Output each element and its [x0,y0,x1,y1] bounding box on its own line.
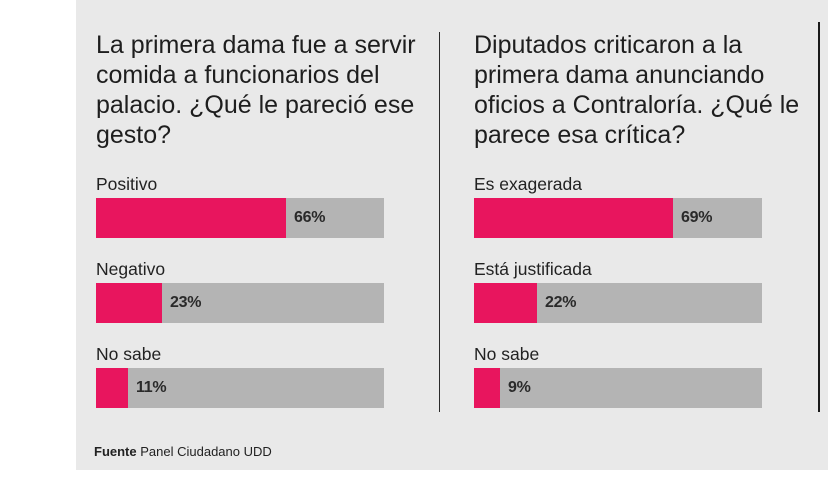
bar-fill [474,283,537,323]
bar-value-label: 66% [294,209,326,226]
bar-track: 11% [96,368,384,408]
bar-category-label: No sabe [474,344,540,364]
column-divider [439,32,440,412]
bar-value-label: 11% [136,379,167,396]
source-credit: Fuente Panel Ciudadano UDD [94,444,272,459]
bar-track: 9% [474,368,762,408]
bar-track: 23% [96,283,384,323]
bar-value-label: 69% [681,209,713,226]
source-prefix: Fuente [94,444,137,459]
bar-fill [96,283,162,323]
bar-value-label: 9% [508,379,531,396]
bar-row: No sabe 11% [96,344,384,408]
right-edge-rule [818,22,820,412]
bar-category-label: Positivo [96,174,158,194]
chart-deputies-criticism: Diputados criticaron a la primera dama a… [474,30,799,408]
bar-fill [474,198,673,238]
chart-title: Diputados criticaron a la primera dama a… [474,31,800,149]
bar-fill [96,198,286,238]
chart-first-lady-gesture: La primera dama fue a servir comida a fu… [96,30,416,408]
bar-row: Es exagerada 69% [474,174,762,238]
bar-category-label: No sabe [96,344,162,364]
source-text: Panel Ciudadano UDD [140,444,272,459]
bar-track: 22% [474,283,762,323]
bar-category-label: Negativo [96,259,166,279]
bar-fill [474,368,500,408]
bar-row: Positivo 66% [96,174,384,238]
bar-fill [96,368,128,408]
bar-category-label: Es exagerada [474,174,582,194]
chart-title: La primera dama fue a servir comida a fu… [96,31,416,149]
bar-track: 66% [96,198,384,238]
bar-category-label: Está justificada [474,259,592,279]
bar-value-label: 23% [170,294,202,311]
bar-row: Está justificada 22% [474,259,762,323]
bar-row: No sabe 9% [474,344,762,408]
bar-track: 69% [474,198,762,238]
bar-value-label: 22% [545,294,577,311]
bar-row: Negativo 23% [96,259,384,323]
